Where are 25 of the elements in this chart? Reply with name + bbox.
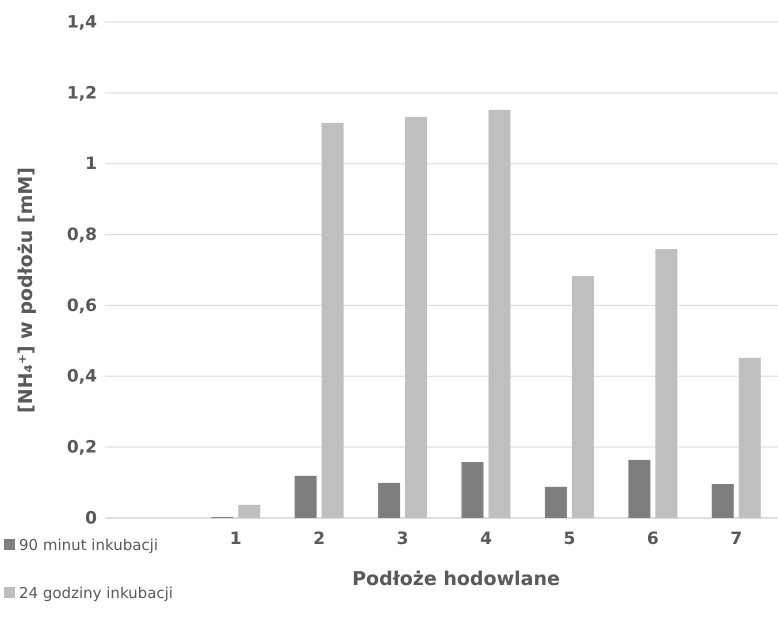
bar — [712, 484, 734, 518]
x-tick-label: 7 — [730, 529, 742, 550]
x-tick-label: 5 — [564, 529, 576, 550]
y-tick-label: 1 — [85, 154, 97, 174]
bar — [544, 486, 567, 518]
y-tick-label: 1,2 — [66, 83, 97, 104]
bar — [294, 476, 317, 518]
x-tick-label: 3 — [396, 529, 408, 550]
x-axis-title: Podłoże hodowlane — [352, 568, 560, 590]
y-tick-label: 0,4 — [66, 366, 98, 387]
bar — [462, 462, 484, 518]
y-axis-title: [NH₄⁺] w podłożu [mM] — [15, 167, 37, 413]
x-tick-label: 4 — [480, 529, 492, 550]
legend-label: 24 godziny inkubacji — [19, 584, 173, 602]
x-tick-label: 2 — [313, 529, 326, 550]
y-tick-label: 0 — [85, 508, 98, 528]
bar — [378, 482, 400, 518]
legend-label: 90 minut inkubacji — [19, 536, 158, 554]
bar — [628, 460, 650, 518]
x-tick-label: 6 — [646, 529, 659, 550]
y-tick-label: 0,6 — [66, 296, 97, 316]
x-tick-label: 1 — [230, 529, 242, 550]
y-tick-label: 0,2 — [66, 438, 97, 458]
y-tick-label: 1,4 — [66, 12, 98, 32]
y-tick-label: 0,8 — [66, 225, 97, 246]
